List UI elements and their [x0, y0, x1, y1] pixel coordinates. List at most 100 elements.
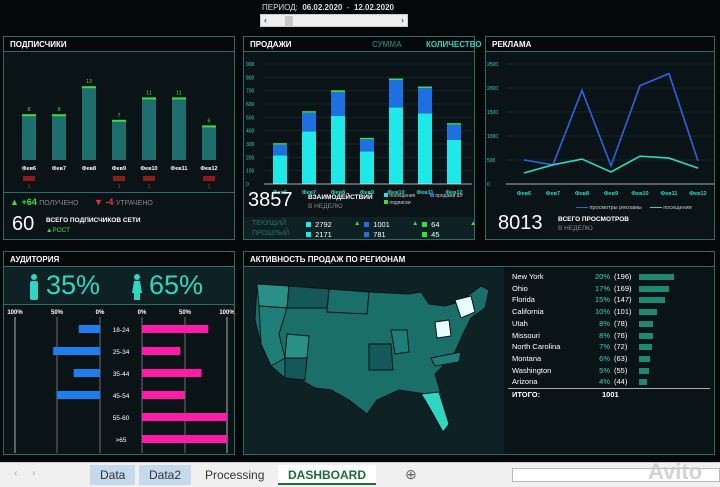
sales-bar-посещения — [302, 131, 316, 184]
down-arrow-icon: ▼ — [94, 197, 103, 207]
region-count: (55) — [614, 365, 628, 375]
sales-bar-подписки — [447, 123, 461, 125]
y-tick: 0 — [246, 182, 249, 188]
sales-bar-подписки — [273, 143, 287, 145]
region-row: Utah 8% (78) — [512, 319, 712, 330]
scroll-thumb[interactable] — [285, 16, 293, 26]
subscriber-bar-top — [202, 125, 216, 128]
next-sheet-icon[interactable]: › — [32, 468, 36, 479]
usa-map — [254, 283, 490, 433]
tab-data[interactable]: Data — [90, 465, 136, 485]
region-bar — [639, 355, 651, 362]
legend-item: просмотры рекламы — [576, 205, 642, 211]
legend-item: продажи шт — [430, 193, 463, 199]
region-count: (78) — [614, 318, 628, 328]
region-count: (72) — [614, 342, 628, 352]
sales-total: 3857 — [248, 189, 293, 211]
axis-label: 50% — [51, 310, 64, 316]
sales-bar-подписки — [360, 137, 374, 140]
axis-label: 100% — [219, 310, 234, 316]
female-bar — [142, 413, 227, 421]
age-group: 45-54 — [113, 393, 130, 400]
x-tick: Фев9 — [112, 166, 126, 172]
male-bar — [78, 325, 100, 333]
region-name: New York — [512, 272, 544, 281]
bar-label: 6 — [207, 118, 210, 124]
x-tick: Фев8 — [82, 166, 96, 172]
subscriber-bar-top — [82, 86, 96, 89]
y-tick: 300 — [246, 142, 255, 148]
subscriber-bar — [22, 115, 36, 160]
watermark: Avito — [648, 459, 703, 484]
line-посещения — [523, 155, 699, 174]
lost-bar — [143, 176, 155, 181]
current-value: 64 — [422, 220, 440, 229]
subscriber-bar-top — [172, 97, 186, 100]
x-tick: Фев12 — [689, 191, 706, 197]
y-tick: 1500 — [487, 110, 498, 116]
region-name: Utah — [512, 318, 528, 328]
sales-total-sub: В НЕДЕЛЮ — [308, 203, 343, 210]
period-from: 06.02.2020 — [302, 3, 343, 12]
scroll-right-icon[interactable]: › — [401, 15, 404, 25]
region-bar — [639, 332, 653, 339]
region-count: (196) — [614, 272, 632, 281]
regions-total: 1001 — [602, 390, 619, 399]
axis-label: 100% — [7, 310, 23, 316]
prev-label: ПРОШЛЫЙ — [252, 230, 290, 237]
age-group: 35-44 — [113, 371, 130, 378]
lost-bar — [23, 176, 35, 181]
tab-dashboard[interactable]: DASHBOARD — [278, 465, 376, 485]
add-sheet-icon[interactable]: ⊕ — [405, 466, 417, 482]
toggle-count[interactable]: КОЛИЧЕСТВО — [426, 40, 482, 49]
period-scrollbar[interactable]: ‹ › — [260, 14, 408, 27]
ads-total-sub: В НЕДЕЛЮ — [558, 225, 593, 232]
region-bar — [639, 320, 654, 327]
region-count: (76) — [614, 330, 628, 340]
region-row: Washington 5% (55) — [512, 366, 712, 377]
sales-bar-продажи шт — [447, 124, 461, 140]
subscribers-panel: ПОДПИСЧИКИ 8 Фев6 1 8 Фев7 13 Фев8 7 Фев9 1 11 Фев1… — [3, 36, 235, 240]
lost-bar — [203, 176, 215, 181]
period-label: ПЕРИОД: 06.02.2020 - 12.02.2020 — [262, 3, 394, 12]
region-name: Arizona — [512, 377, 538, 387]
scroll-left-icon[interactable]: ‹ — [264, 15, 267, 25]
legend-item: посещения — [384, 193, 415, 199]
lost-label: 1 — [118, 184, 121, 190]
region-name: North Carolina — [512, 342, 561, 352]
subscriber-bar — [202, 126, 216, 160]
x-tick: Фев11 — [661, 191, 678, 197]
current-value: 2792 — [306, 220, 332, 229]
period-to: 12.02.2020 — [353, 3, 394, 12]
region-count: (44) — [614, 377, 628, 387]
subscribers-total-label: ВСЕГО ПОДПИСЧИКОВ СЕТИ — [46, 217, 141, 224]
region-row: New York 20% (196) — [512, 272, 712, 283]
subscriber-bar-top — [112, 119, 126, 122]
regions-panel: АКТИВНОСТЬ ПРОДАЖ ПО РЕГИОНАМ ИТОГО: 100… — [243, 251, 715, 455]
subscribers-chart: 8Фев618Фев713Фев87Фев9111Фев10111Фев116Ф… — [22, 79, 218, 190]
x-tick: Фев6 — [22, 166, 36, 172]
sales-bar-посещения — [273, 155, 287, 184]
region-row: Arizona 4% (44) — [512, 377, 712, 388]
sales-panel: ПРОДАЖИ СУММА КОЛИЧЕСТВО 0 100 200 300 400 50… — [243, 36, 482, 240]
region-pct: 4% — [599, 377, 610, 387]
panel-title: ПРОДАЖИ — [250, 40, 292, 49]
trend-label: ▲РОСТ — [46, 227, 71, 234]
bar-label: 8 — [57, 107, 60, 113]
lost-value: -4 — [105, 197, 114, 207]
x-tick: Фев11 — [171, 166, 188, 172]
region-count: (63) — [614, 353, 628, 363]
sales-bar-продажи шт — [331, 92, 345, 116]
region-row: Montana 6% (63) — [512, 354, 712, 365]
toggle-sum[interactable]: СУММА — [372, 40, 402, 49]
region-bar — [639, 285, 670, 292]
sales-bar-посещения — [331, 116, 345, 184]
tab-processing[interactable]: Processing — [205, 468, 265, 482]
period-caption: ПЕРИОД: — [262, 3, 298, 12]
female-bar — [142, 391, 185, 399]
tab-data2[interactable]: Data2 — [139, 465, 192, 485]
region-name: California — [512, 307, 544, 317]
lost-label: 1 — [148, 184, 151, 190]
y-tick: 800 — [246, 75, 255, 81]
prev-sheet-icon[interactable]: ‹ — [14, 468, 18, 479]
